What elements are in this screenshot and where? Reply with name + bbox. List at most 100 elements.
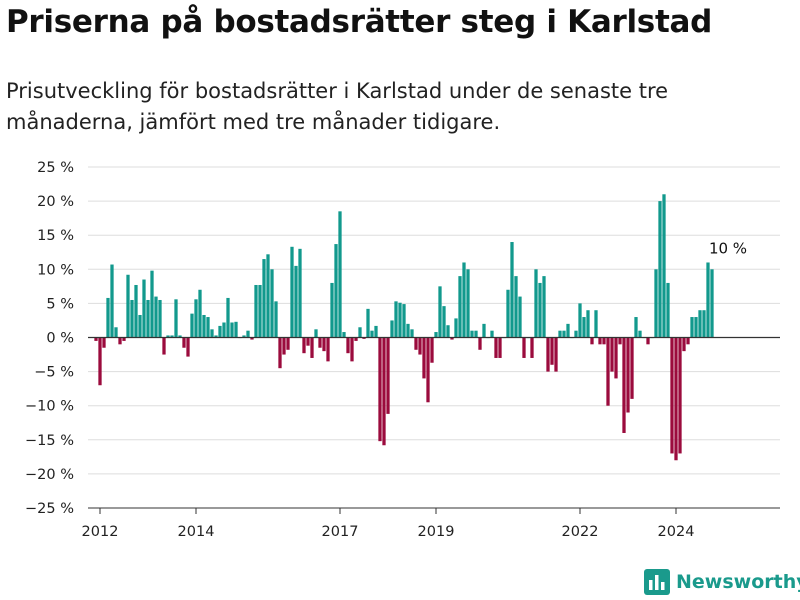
bar	[330, 282, 334, 338]
chart-title: Priserna på bostadsrätter steg i Karlsta…	[6, 4, 712, 40]
y-tick-label: −20 %	[25, 467, 74, 483]
bar	[282, 337, 286, 355]
bar	[126, 274, 130, 338]
bar	[262, 259, 266, 338]
bar	[582, 317, 586, 338]
bar	[506, 289, 510, 338]
bar	[662, 194, 666, 338]
newsworthy-logo: Newsworthy	[644, 569, 800, 595]
bar	[246, 330, 250, 338]
bar	[386, 337, 390, 414]
bar	[622, 337, 626, 433]
bar	[410, 329, 414, 338]
bar	[162, 337, 166, 355]
bar	[190, 313, 194, 338]
bar	[514, 276, 518, 338]
bar	[362, 337, 366, 339]
bar	[294, 265, 298, 338]
bar	[118, 337, 122, 345]
latest-value-annotation: 10 %	[709, 239, 747, 257]
bar	[646, 337, 650, 345]
brand-name: Newsworthy	[676, 571, 800, 593]
x-tick-label: 2019	[418, 524, 455, 540]
bar	[422, 337, 426, 379]
bar	[678, 337, 682, 454]
y-tick-label: 10 %	[37, 262, 74, 278]
bar	[230, 322, 234, 338]
bar	[490, 330, 494, 338]
y-tick-label: −25 %	[25, 501, 74, 517]
bar	[106, 297, 110, 338]
bar	[286, 337, 290, 350]
bar	[326, 337, 330, 362]
bar-chart-logo-icon	[644, 569, 670, 595]
bar	[682, 337, 686, 352]
bar	[266, 254, 270, 338]
bar	[206, 317, 210, 338]
bar	[290, 246, 294, 338]
bar	[102, 337, 106, 348]
bar	[158, 299, 162, 338]
bar	[454, 318, 458, 338]
bar	[594, 310, 598, 338]
bar	[382, 337, 386, 446]
bar	[590, 337, 594, 345]
y-tick-label: 20 %	[37, 194, 74, 210]
bar	[146, 299, 150, 338]
bar	[658, 201, 662, 338]
y-tick-label: 0 %	[46, 331, 74, 347]
bar	[698, 310, 702, 338]
bar	[234, 321, 238, 338]
bar	[694, 317, 698, 338]
bar	[274, 301, 278, 338]
bar	[310, 337, 314, 358]
bar	[198, 289, 202, 338]
bar	[166, 335, 170, 338]
bar	[462, 262, 466, 338]
bar	[150, 270, 154, 338]
bar	[534, 269, 538, 338]
x-tick-label: 2017	[322, 524, 359, 540]
bar	[298, 248, 302, 338]
bar	[374, 325, 378, 338]
bar	[538, 282, 542, 338]
bar	[226, 297, 230, 338]
y-tick-label: −10 %	[25, 399, 74, 415]
bar	[554, 337, 558, 372]
bar	[98, 337, 102, 386]
bar	[342, 332, 346, 338]
bar	[630, 337, 634, 399]
bar	[154, 296, 158, 338]
bar	[586, 310, 590, 338]
bar	[110, 264, 114, 338]
x-tick-label: 2022	[562, 524, 599, 540]
bars	[94, 194, 714, 461]
bar	[202, 314, 206, 338]
bar	[510, 242, 514, 338]
bar	[626, 337, 630, 413]
bar	[542, 276, 546, 338]
bar	[546, 337, 550, 372]
chart-subtitle: Prisutveckling för bostadsrätter i Karls…	[6, 79, 669, 134]
bar	[370, 330, 374, 338]
bar	[578, 303, 582, 338]
bar	[614, 337, 618, 379]
bar	[522, 337, 526, 358]
bar	[418, 337, 422, 355]
bar	[498, 337, 502, 358]
bar	[446, 325, 450, 338]
bar	[438, 286, 442, 338]
bar	[518, 296, 522, 338]
bar	[170, 335, 174, 338]
y-tick-label: −15 %	[25, 433, 74, 449]
bar	[434, 332, 438, 338]
bar	[122, 337, 126, 341]
bar	[558, 330, 562, 338]
bar	[634, 317, 638, 338]
bar	[306, 337, 310, 346]
bar	[426, 337, 430, 403]
bar	[218, 325, 222, 338]
bar	[242, 335, 246, 338]
bar	[250, 337, 254, 340]
bar	[442, 306, 446, 338]
